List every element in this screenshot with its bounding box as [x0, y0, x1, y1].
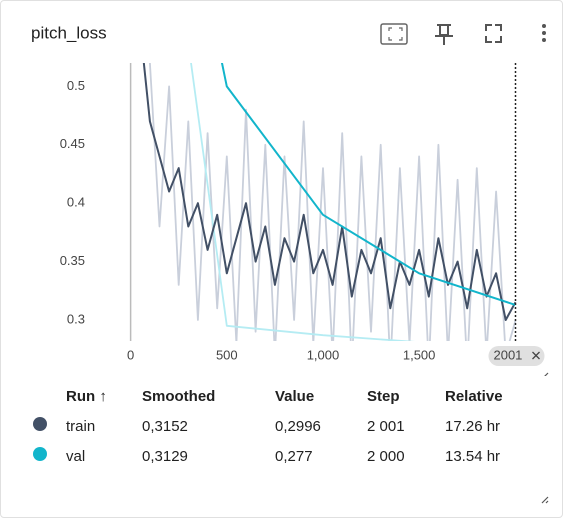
chart: pitch_loss 0.3 0.35 0.4 0.45 0.5 0 500 1,000 1,5… — [31, 23, 549, 376]
cell: 0,2996 — [275, 417, 321, 435]
cell: 0,277 — [275, 447, 313, 465]
pin-icon[interactable] — [435, 24, 453, 45]
y-tick-label: 0.45 — [60, 136, 85, 151]
line — [190, 63, 416, 341]
column-header[interactable]: Run ↑ — [66, 387, 107, 405]
hover-badge — [488, 346, 545, 366]
resize-handle[interactable] — [542, 372, 549, 376]
line — [142, 63, 517, 321]
column-header: Relative — [445, 387, 503, 405]
resize-handle[interactable] — [536, 489, 556, 509]
table-row: train 0,3152 0,2996 2 001 17.26 hr — [21, 411, 545, 441]
cell: 0,3129 — [142, 447, 188, 465]
cell: val — [66, 447, 86, 465]
cell: 2 001 — [367, 417, 405, 435]
x-tick-label: 1,500 — [403, 347, 436, 362]
table-header: Run ↑ Smoothed Value Step Relative — [21, 381, 545, 411]
cell: 13.54 hr — [445, 447, 501, 465]
column-header: Smoothed — [142, 387, 216, 405]
x-tick-label: 1,000 — [307, 347, 340, 362]
run-table: Run ↑ Smoothed Value Step Relative train… — [21, 381, 545, 471]
cell: 17.26 hr — [445, 417, 501, 435]
y-tick-label: 0.3 — [67, 311, 85, 326]
run-color — [33, 417, 47, 431]
table-row: val 0,3129 0,277 2 000 13.54 hr — [21, 441, 545, 471]
y-tick-label: 0.5 — [67, 78, 85, 93]
x-tick-label: 0 — [127, 347, 134, 362]
line — [148, 63, 517, 341]
close-icon[interactable] — [532, 351, 540, 360]
y-tick-label: 0.35 — [60, 253, 85, 268]
y-tick-label: 0.4 — [67, 195, 85, 210]
cell: train — [66, 417, 96, 435]
menu-icon[interactable] — [542, 24, 546, 42]
run-color — [33, 447, 47, 461]
x-tick-label: 500 — [216, 347, 238, 362]
chart-title: pitch_loss — [31, 23, 107, 42]
fullscreen-icon[interactable] — [485, 24, 502, 43]
cell: 2 000 — [367, 447, 405, 465]
column-header: Step — [367, 387, 400, 405]
line — [220, 63, 516, 306]
cell: 0,3152 — [142, 417, 188, 435]
column-header: Value — [275, 387, 315, 405]
hover-step-label: 2001 — [493, 347, 522, 362]
fit-icon[interactable] — [380, 23, 408, 45]
